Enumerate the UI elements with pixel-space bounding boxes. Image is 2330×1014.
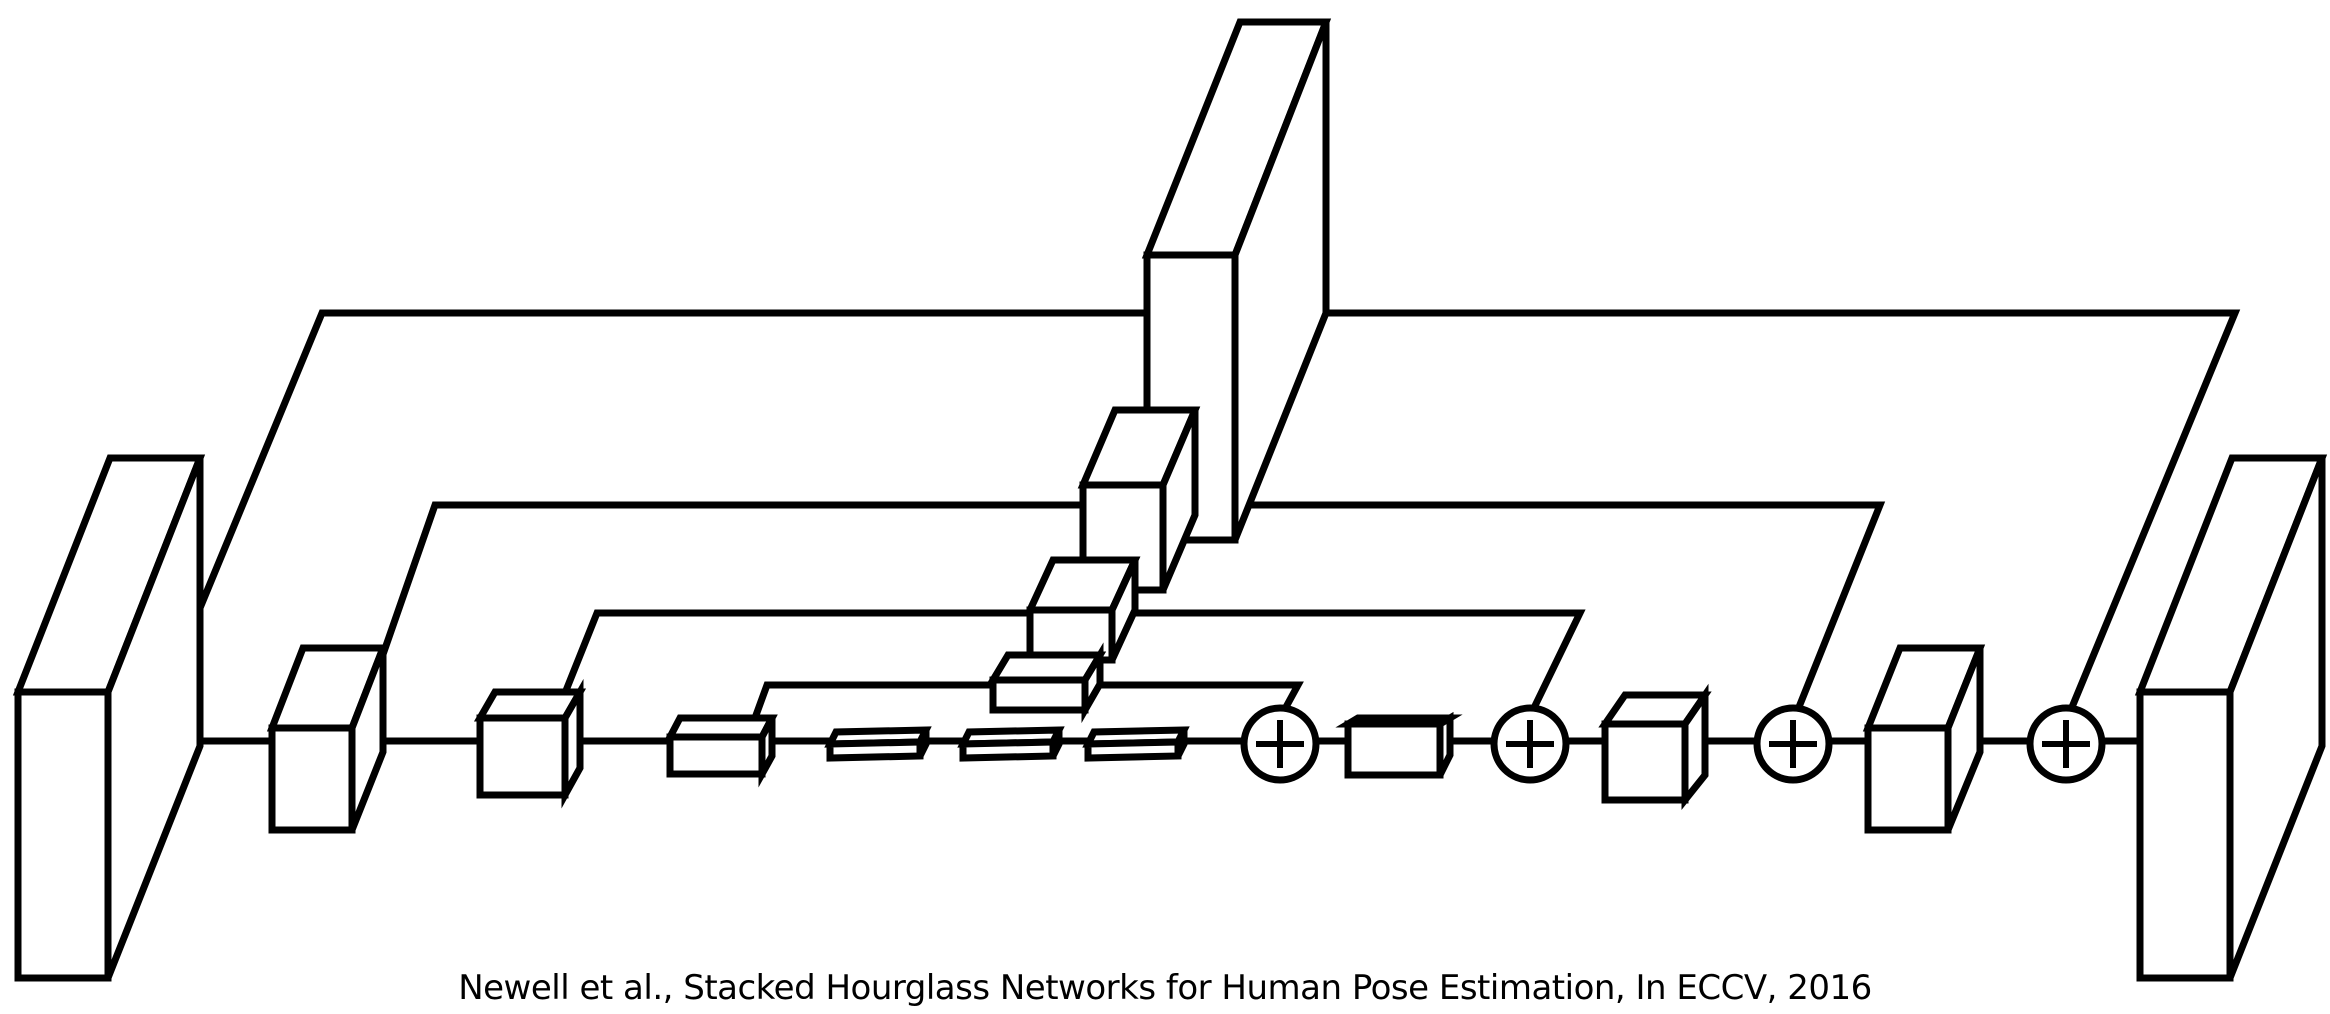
addition-node-2 (1490, 704, 1570, 784)
input-block (12, 454, 206, 982)
encoder-block-1 (266, 644, 389, 834)
decoder-block-2 (1598, 683, 1712, 810)
branch-block-3 (1024, 556, 1141, 664)
figure-caption: Newell et al., Stacked Hourglass Network… (458, 968, 1872, 1008)
encoder-block-2 (473, 678, 587, 809)
bottleneck-block-1 (824, 726, 932, 762)
bottleneck-block-3 (1082, 726, 1190, 762)
decoder-block-1 (1335, 711, 1463, 779)
addition-node-1 (1240, 704, 1320, 784)
bottleneck-block-2 (957, 726, 1065, 762)
encoder-block-3 (664, 714, 778, 788)
skip-connection-outer-right (1326, 309, 2241, 714)
decoder-block-3 (1862, 644, 1986, 834)
output-block (2134, 454, 2328, 982)
addition-node-4 (2026, 704, 2106, 784)
skip-connection-outer (196, 309, 1147, 610)
addition-node-3 (1753, 704, 1833, 784)
branch-block-large (1141, 18, 1332, 544)
branch-block-4 (986, 642, 1107, 724)
